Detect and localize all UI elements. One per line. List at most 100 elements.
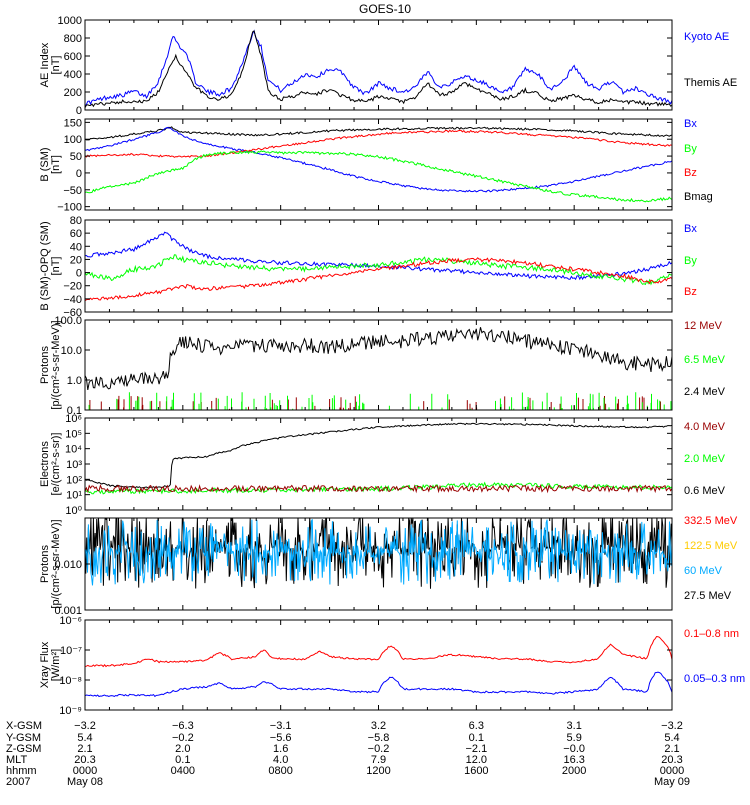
footer-value: −3.1 [270,720,292,732]
y-axis-label: [nT] [50,56,62,75]
footer-value: 6.3 [469,720,484,732]
y-tick-label: 1000 [58,15,82,27]
chart-title: GOES-10 [359,2,411,16]
panel-frame [84,619,673,711]
y-tick-label: 80 [70,215,82,227]
footer-value: 1600 [464,765,488,777]
y-tick-label: 200 [64,87,82,99]
y-tick-label: 0.1 [67,405,82,417]
y-axis-label: [W/m²] [50,649,62,681]
panel-electrons-data [85,422,672,495]
legend-entry: 0.05–0.3 nm [684,673,745,685]
footer-value: 2000 [562,765,586,777]
y-tick-label: 0 [76,105,82,117]
footer-row-label: X-GSM [6,720,42,732]
panel-protons1: 0.1 1.0 10.0 100.0 Protons [p/(cm²-s-sr-MeV)]… [39,315,726,417]
series-0-05-0-3-nm [85,671,672,698]
footer-value: 0.1 [469,732,484,744]
panel-xray: 10⁻⁹ 10⁻⁸ 10⁻⁷ 10⁻⁶ Xray Flux [W/m²] 0.1–0.8 n… [39,615,745,717]
y-tick-label: 0.001 [54,605,82,617]
footer-value: 2.0 [175,743,190,755]
panel-protons2-data [85,518,672,589]
panel-bdiff-data [85,231,672,302]
footer-value: 1200 [366,765,390,777]
footer-value: 0800 [268,765,292,777]
footer-row-label: MLT [6,754,27,766]
footer-value: −0.2 [172,732,194,744]
series-by [85,254,672,286]
panel-ae: 0 200 400 600 800 1000 AE Index [nT] Kyoto AE The… [39,15,737,117]
legend-entry: Bx [684,118,697,130]
y-axis-label: Protons [39,545,51,583]
legend-entry: 6.5 MeV [684,354,726,366]
series-2-4-mev [85,327,672,390]
legend-entry: 27.5 MeV [684,590,732,602]
y-axis-label: [nT] [50,155,62,174]
footer-value: May 09 [654,776,690,788]
footer-value: 20.3 [661,754,682,766]
footer-row-label: 2007 [6,776,30,788]
footer-value: 5.4 [77,732,92,744]
footer-value: 7.9 [371,754,386,766]
series-bmag [85,126,672,141]
legend-entry: 2.0 MeV [684,453,726,465]
y-axis-label: [p/(cm²-s-sr-MeV)] [50,519,62,608]
footer-row-label: hhmm [6,765,37,777]
panel-frame [84,417,673,511]
footer-value: 5.9 [567,732,582,744]
series-4-0-mev [85,483,672,494]
series-bx [85,126,672,193]
y-tick-label: −50 [63,185,82,197]
legend-entry: Themis AE [684,77,737,89]
y-tick-label: 10⁻⁶ [59,615,82,627]
series-60-mev [85,519,672,586]
panel-xray-data [85,635,672,698]
footer-value: 2.1 [664,743,679,755]
footer-value: 4.0 [273,754,288,766]
y-tick-label: 10⁻⁹ [59,705,82,717]
footer-value: −6.3 [172,720,194,732]
legend-entry: 332.5 MeV [684,515,738,527]
y-axis-label: AE Index [39,42,51,87]
footer-value: 20.3 [74,754,95,766]
y-tick-label: 100 [64,134,82,146]
y-tick-label: −100 [57,202,82,214]
y-tick-label: 150 [64,117,82,129]
footer-value: 0400 [171,765,195,777]
y-tick-label: 10⁵ [65,428,82,440]
legend-entry: 12 MeV [684,320,723,332]
series-themis-ae [85,30,672,109]
y-axis-label: [nT] [50,257,62,276]
footer-value: −3.2 [661,720,683,732]
footer-value: 0000 [73,765,97,777]
series-by [85,150,672,203]
footer-value: 3.1 [567,720,582,732]
y-tick-label: 0 [76,168,82,180]
legend-entry: Bz [684,286,697,298]
legend-entry: By [684,143,697,155]
ephemeris-footer: X-GSM −3.2 −6.3 −3.1 3.2 6.3 3.1 −3.2 Y-GSM 5.4 −0… [6,720,690,788]
y-tick-label: 10³ [66,459,82,471]
footer-row-label: Y-GSM [6,732,41,744]
y-tick-label: 10⁴ [65,444,82,456]
legend-entry: 60 MeV [684,565,723,577]
series-bz [85,129,672,158]
legend-entry: Bz [684,167,697,179]
panel-electrons: 10⁰ 10¹ 10² 10³ 10⁴ 10⁵ 10⁶ Electrons [e/(cm²-s-… [39,413,726,517]
y-tick-label: 400 [64,69,82,81]
y-tick-label: 800 [64,33,82,45]
footer-value: 1.6 [273,743,288,755]
y-tick-label: 10.0 [61,345,82,357]
footer-value: 0.1 [175,754,190,766]
legend-entry: 122.5 MeV [684,540,738,552]
legend-entry: 0.1–0.8 nm [684,628,739,640]
footer-value: −0.0 [563,743,585,755]
legend-entry: 4.0 MeV [684,421,726,433]
legend-entry: Kyoto AE [684,31,729,43]
series-6-5-mev [88,392,672,410]
footer-value: 12.0 [466,754,487,766]
y-axis-label: B (SM) [39,147,51,181]
legend-entry: 0.6 MeV [684,485,726,497]
y-axis-label: B (SM)-OPQ (SM) [39,221,51,310]
